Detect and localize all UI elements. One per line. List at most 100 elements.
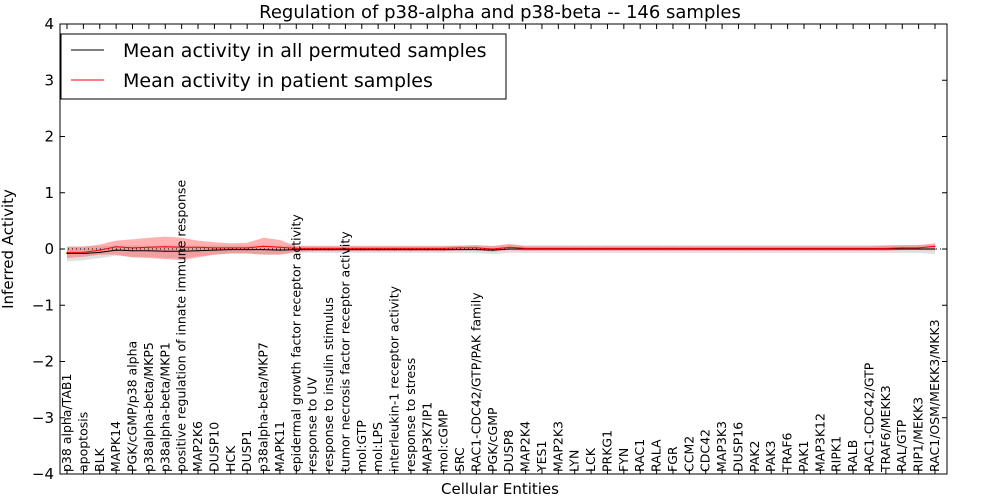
point-series-0-8: [197, 250, 199, 252]
point-series-0-0: [66, 252, 68, 255]
ytick-label-3: −1: [32, 296, 54, 314]
point-series-0-24: [459, 249, 461, 251]
xtick-label-6: p38alpha-beta/MKP1: [157, 342, 172, 472]
xtick-label-47: RIPK1: [829, 436, 844, 472]
xtick-label-38: CCM2: [681, 436, 696, 472]
xtick-label-37: FGR: [665, 446, 680, 472]
point-series-0-19: [377, 249, 379, 251]
ytick-label-5: 1: [44, 184, 54, 202]
point-series-1-46: [819, 247, 822, 249]
xtick-label-33: PRKG1: [600, 430, 615, 472]
xtick-label-48: RALB: [845, 440, 860, 472]
line-series-1: [67, 245, 936, 253]
ytick-label-2: −2: [32, 353, 54, 371]
xtick-label-31: LYN: [567, 450, 582, 472]
point-series-0-2: [99, 251, 101, 253]
point-series-1-50: [885, 247, 887, 249]
point-series-0-20: [393, 249, 396, 251]
point-series-1-32: [590, 247, 592, 249]
xtick-label-18: mol:GTP: [354, 420, 369, 472]
point-series-0-26: [492, 249, 494, 251]
xtick-label-22: MAP3K7IP1: [419, 402, 434, 472]
ytick-label-1: −3: [32, 409, 54, 427]
xtick-label-3: MAPK14: [108, 421, 123, 472]
xtick-label-32: LCK: [583, 447, 598, 472]
point-series-1-33: [606, 247, 609, 249]
xtick-label-20: interleukin-1 receptor activity: [387, 285, 402, 472]
point-series-1-25: [475, 247, 477, 249]
ytick-label-4: 0: [44, 240, 54, 258]
xtick-label-41: DUSP16: [731, 422, 746, 472]
point-series-0-4: [131, 250, 134, 252]
point-series-0-18: [361, 249, 363, 251]
point-series-0-12: [262, 249, 265, 251]
xtick-label-17: tumor necrosis factor receptor activity: [337, 231, 352, 472]
xtick-label-39: CDC42: [698, 429, 713, 472]
point-series-1-43: [770, 247, 772, 249]
point-series-0-11: [246, 249, 248, 251]
chart-title: Regulation of p38-alpha and p38-beta -- …: [259, 2, 741, 23]
point-series-1-29: [541, 247, 543, 249]
ytick-label-7: 3: [44, 71, 54, 89]
point-series-1-31: [574, 247, 576, 249]
point-series-0-13: [279, 249, 281, 251]
xtick-label-42: PAK2: [747, 441, 762, 472]
xtick-label-44: TRAF6: [780, 432, 795, 473]
point-series-1-51: [901, 247, 903, 249]
point-series-1-47: [836, 247, 838, 249]
xtick-label-28: MAP2K4: [518, 421, 533, 472]
point-series-0-6: [164, 250, 166, 252]
point-series-1-6: [164, 246, 166, 248]
xtick-label-25: RAC1-CDC42/GTP/PAK family: [468, 292, 483, 472]
point-series-0-16: [328, 249, 330, 251]
xtick-label-34: FYN: [616, 448, 631, 472]
point-series-1-52: [918, 247, 920, 249]
xtick-label-16: response to insulin stimulus: [321, 297, 336, 472]
legend-box: [60, 33, 507, 100]
point-series-0-14: [295, 249, 297, 251]
xtick-label-10: HCK: [223, 445, 238, 472]
xtick-label-43: PAK3: [763, 441, 778, 472]
ytick-label-6: 2: [44, 128, 54, 146]
point-series-0-9: [213, 249, 215, 251]
point-series-1-3: [115, 246, 117, 248]
point-series-1-1: [82, 251, 84, 253]
point-series-1-44: [787, 247, 789, 249]
ytick-label-8: 4: [44, 15, 54, 33]
point-series-1-13: [279, 246, 281, 248]
xtick-label-9: DUSP10: [206, 422, 221, 472]
xtick-label-29: YES1: [534, 441, 549, 473]
xtick-label-26: PGK/cGMP: [485, 407, 500, 472]
point-series-1-40: [721, 247, 723, 249]
point-series-0-3: [115, 249, 117, 251]
point-series-1-42: [754, 247, 756, 249]
point-series-0-51: [901, 248, 903, 250]
point-series-0-10: [230, 249, 232, 251]
point-series-1-16: [328, 247, 330, 249]
y-axis-title: Inferred Activity: [0, 189, 17, 309]
point-series-1-53: [934, 245, 936, 247]
xtick-label-13: MAPK11: [272, 421, 287, 472]
xtick-label-36: RALA: [649, 439, 664, 472]
point-series-1-26: [492, 248, 494, 250]
point-series-1-8: [197, 246, 199, 248]
xtick-label-45: PAK1: [796, 441, 811, 472]
xtick-label-27: DUSP8: [501, 430, 516, 472]
point-series-1-39: [705, 247, 707, 249]
point-series-1-23: [443, 247, 445, 249]
xtick-label-2: BLK: [92, 447, 107, 472]
point-series-1-41: [737, 247, 740, 249]
point-series-0-1: [82, 252, 84, 255]
xtick-label-21: response to stress: [403, 358, 418, 472]
point-series-1-10: [230, 247, 232, 249]
series-lines: [66, 245, 936, 255]
point-series-0-22: [426, 249, 428, 251]
x-axis: p38 alpha/TAB1 apoptosis BLK MAPK14 PGK/cGMP…: [59, 24, 942, 474]
y-axis: −4 −3 −2 −1 0 1 2 3 4: [32, 15, 947, 483]
point-series-1-48: [852, 247, 854, 249]
xtick-label-12: p38alpha-beta/MKP7: [256, 342, 271, 472]
xtick-label-14: epidermal growth factor receptor activit…: [288, 214, 303, 472]
point-series-1-0: [66, 251, 68, 253]
point-series-0-21: [410, 249, 412, 251]
